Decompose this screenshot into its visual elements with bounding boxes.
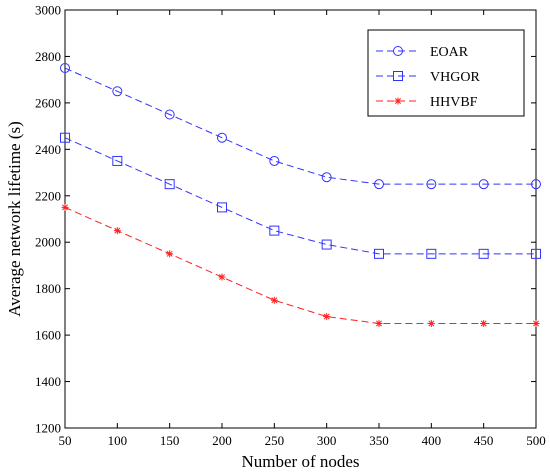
- data-point-vhgor: [478, 248, 489, 259]
- data-point-vhgor: [426, 248, 437, 259]
- data-point-hhvbf: [375, 320, 383, 327]
- legend-item-vhgor: VHGOR: [376, 70, 480, 85]
- x-tick-label: 200: [212, 433, 232, 448]
- legend-label-eoar: EOAR: [430, 45, 469, 60]
- x-tick-label: 500: [526, 433, 546, 448]
- data-point-hhvbf: [61, 203, 69, 211]
- legend-item-hhvbf: HHVBF: [376, 95, 478, 110]
- x-axis-label: Number of nodes: [241, 452, 359, 471]
- data-point-hhvbf: [270, 296, 278, 304]
- star-stroke: [376, 320, 382, 327]
- data-point-vhgor: [60, 132, 70, 143]
- x-tick-label: 50: [59, 433, 72, 448]
- data-point-vhgor: [269, 225, 280, 236]
- data-point-eoar: [426, 179, 437, 190]
- y-tick-label: 2600: [35, 95, 61, 110]
- legend-label-hhvbf: HHVBF: [430, 95, 478, 110]
- y-tick-label: 3000: [35, 3, 61, 18]
- data-point-hhvbf: [166, 250, 174, 258]
- x-tick-label: 150: [160, 433, 180, 448]
- data-point-eoar: [478, 179, 489, 190]
- data-point-eoar: [321, 172, 332, 183]
- data-point-vhgor: [531, 248, 541, 259]
- series-line-eoar: [64, 67, 536, 185]
- axis-ticks: 50 100 150 200 250 300 350 400 450 500 1200 1400 160…: [35, 3, 546, 449]
- x-tick-label: 350: [369, 433, 389, 448]
- legend-marker-eoar: [393, 46, 403, 56]
- data-point-hhvbf: [113, 227, 121, 235]
- data-point-hhvbf: [480, 320, 488, 327]
- series-vhgor: [60, 132, 541, 259]
- data-point-eoar: [374, 179, 384, 190]
- legend-marker-hhvbf: [394, 97, 402, 105]
- x-tick-label: 300: [317, 433, 337, 448]
- series-line-hhvbf: [64, 206, 536, 324]
- star-stroke: [114, 227, 121, 234]
- data-point-eoar: [60, 63, 70, 74]
- data-point-hhvbf: [218, 273, 226, 281]
- data-point-hhvbf: [532, 320, 540, 327]
- series-hhvbf: [61, 203, 540, 327]
- x-tick-label: 450: [474, 433, 494, 448]
- y-tick-label: 1600: [35, 328, 61, 343]
- series-line-vhgor: [64, 137, 536, 255]
- y-tick-label: 2200: [35, 188, 61, 203]
- data-point-eoar: [269, 155, 280, 166]
- star-stroke: [62, 204, 68, 211]
- y-axis-label: Average network lifetime (s): [5, 121, 24, 317]
- y-tick-label: 2000: [35, 235, 61, 250]
- data-point-eoar: [217, 132, 227, 143]
- star-stroke: [166, 250, 173, 257]
- legend-items: EOAR VHGOR HHVBF: [376, 45, 480, 110]
- x-tick-label: 250: [265, 433, 285, 448]
- data-point-vhgor: [374, 248, 384, 259]
- y-tick-label: 1200: [35, 421, 61, 436]
- star-stroke: [219, 274, 225, 281]
- data-point-vhgor: [321, 239, 332, 250]
- y-tick-label: 1800: [35, 281, 61, 296]
- star-stroke: [480, 320, 487, 327]
- series-eoar: [60, 63, 541, 190]
- legend-item-eoar: EOAR: [376, 45, 469, 60]
- data-point-vhgor: [164, 179, 175, 190]
- data-point-hhvbf: [427, 320, 435, 327]
- y-tick-label: 2400: [35, 142, 61, 157]
- data-point-vhgor: [217, 202, 227, 213]
- data-point-eoar: [112, 86, 123, 97]
- data-point-vhgor: [112, 155, 123, 166]
- star-stroke: [395, 98, 401, 104]
- star-stroke: [533, 320, 539, 327]
- data-point-eoar: [164, 109, 175, 120]
- legend-marker-vhgor: [393, 71, 403, 81]
- x-tick-label: 100: [108, 433, 128, 448]
- series-layer: [60, 63, 541, 327]
- star-stroke: [323, 313, 330, 320]
- y-tick-label: 2800: [35, 49, 61, 64]
- legend: EOAR VHGOR HHVBF: [367, 29, 525, 117]
- legend-label-vhgor: VHGOR: [430, 70, 480, 85]
- data-point-hhvbf: [323, 313, 331, 321]
- x-tick-label: 400: [422, 433, 442, 448]
- y-tick-label: 1400: [35, 374, 61, 389]
- star-stroke: [271, 297, 278, 304]
- star-stroke: [428, 320, 435, 327]
- data-point-eoar: [531, 179, 541, 190]
